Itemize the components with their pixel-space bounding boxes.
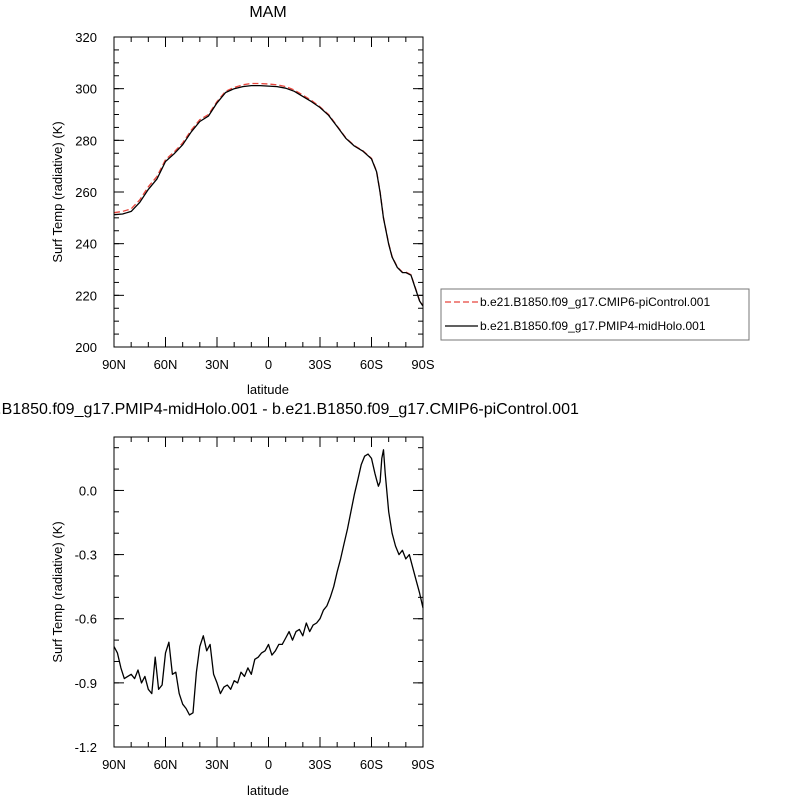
y-tick-label: 320 <box>75 30 97 45</box>
series-line <box>113 82 424 307</box>
y-tick-label: -1.2 <box>75 740 97 755</box>
x-tick-label: 90S <box>411 357 434 372</box>
y-tick-label: 260 <box>75 185 97 200</box>
top-plot-title: MAM <box>249 4 286 21</box>
top-plot-ylabel: Surf Temp (radiative) (K) <box>50 121 65 262</box>
x-tick-label: 30N <box>205 757 229 772</box>
bottom-plot-ticks: 90N 60N 30N 0 30S 60S 90S -1.2 -0.9 -0.6 -0.3 0.0 <box>75 437 435 772</box>
x-tick-label: 90N <box>102 757 126 772</box>
y-tick-label: 240 <box>75 237 97 252</box>
series-line <box>113 449 424 716</box>
x-tick-label: 0 <box>265 757 272 772</box>
bottom-plot: b.e21.B1850.f09_g17.PMIP4-midHolo.001 - … <box>0 401 579 798</box>
y-tick-label: 220 <box>75 288 97 303</box>
x-tick-label: 30S <box>308 757 331 772</box>
bottom-plot-xlabel: latitude <box>247 783 289 798</box>
y-tick-label: -0.9 <box>75 676 97 691</box>
legend-label-picontrol: b.e21.B1850.f09_g17.CMIP6-piControl.001 <box>480 295 710 309</box>
legend: b.e21.B1850.f09_g17.CMIP6-piControl.001 … <box>440 288 750 341</box>
y-tick-label: -0.6 <box>75 612 97 627</box>
y-tick-label: 280 <box>75 133 97 148</box>
legend-label-midholo: b.e21.B1850.f09_g17.PMIP4-midHolo.001 <box>480 319 706 333</box>
x-tick-label: 60S <box>360 757 383 772</box>
y-tick-label: -0.3 <box>75 548 97 563</box>
series-line <box>113 84 424 307</box>
bottom-plot-series <box>113 449 424 716</box>
top-plot-xlabel: latitude <box>247 382 289 397</box>
x-tick-label: 30N <box>205 357 229 372</box>
top-plot-series <box>113 82 424 307</box>
x-tick-label: 60N <box>154 357 178 372</box>
x-tick-label: 0 <box>265 357 272 372</box>
x-tick-label: 60S <box>360 357 383 372</box>
x-tick-label: 90S <box>411 757 434 772</box>
top-plot: MAM 90N 60N 30N 0 30S 60S 90S 200 220 240 260 280 30… <box>50 4 435 397</box>
top-plot-ticks: 90N 60N 30N 0 30S 60S 90S 200 220 240 260 280 300 320 <box>75 30 435 372</box>
legend-box <box>440 288 750 341</box>
bottom-plot-frame <box>113 436 424 748</box>
y-tick-label: 200 <box>75 340 97 355</box>
bottom-plot-ylabel: Surf Temp (radiative) (K) <box>50 521 65 662</box>
top-plot-frame <box>113 36 424 348</box>
x-tick-label: 30S <box>308 357 331 372</box>
x-tick-label: 90N <box>102 357 126 372</box>
y-tick-label: 300 <box>75 82 97 97</box>
bottom-plot-title: b.e21.B1850.f09_g17.PMIP4-midHolo.001 - … <box>0 401 579 418</box>
y-tick-label: 0.0 <box>79 483 97 498</box>
x-tick-label: 60N <box>154 757 178 772</box>
